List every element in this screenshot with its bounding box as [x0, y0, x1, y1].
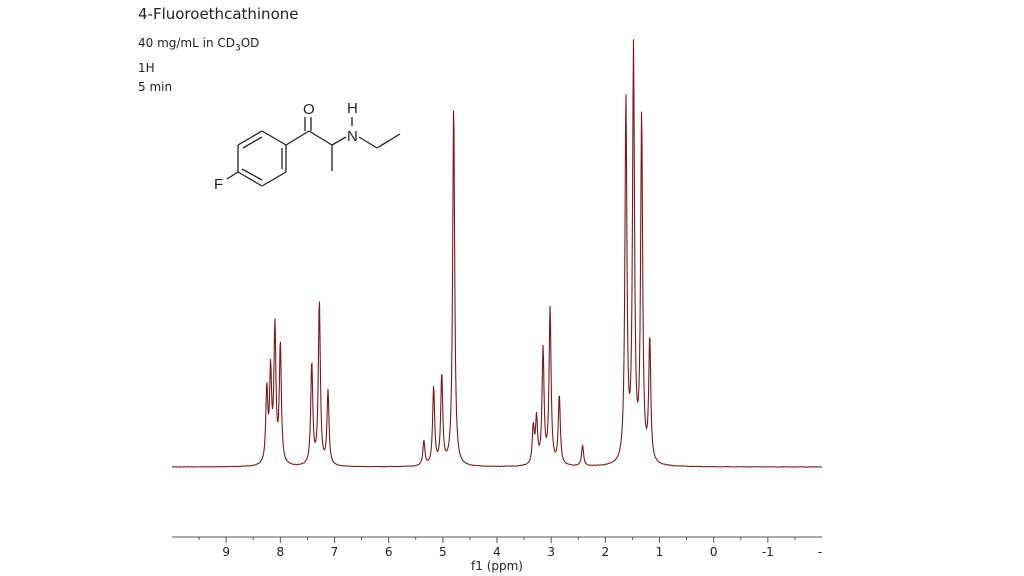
- ketone-carbon-bond: [285, 130, 310, 146]
- ring-double-bond: [241, 168, 263, 181]
- acquisition-time-label: 5 min: [138, 80, 173, 94]
- x-axis-label: f1 (ppm): [471, 559, 523, 573]
- concentration-text: 40 mg/mL in CD: [138, 36, 235, 50]
- concentration-subscript: 3: [235, 43, 241, 54]
- ethyl-bond: [358, 136, 378, 149]
- x-tick-label: 7: [331, 545, 339, 559]
- ethyl-bond: [376, 133, 401, 149]
- ring-bond: [261, 171, 287, 187]
- nucleus-label: 1H: [138, 61, 155, 75]
- x-tick-label: -: [818, 545, 822, 559]
- spectrum-trace: [171, 39, 823, 468]
- atom-label-oxygen: O: [303, 101, 315, 118]
- ring-bond: [237, 171, 263, 187]
- molecule-structure: [226, 117, 401, 187]
- x-tick-label: 6: [385, 545, 393, 559]
- alpha-carbon-bond: [308, 130, 333, 146]
- x-tick-label: 0: [710, 545, 718, 559]
- x-tick-label: 5: [439, 545, 447, 559]
- ring-bond: [237, 130, 263, 146]
- ring-bond: [261, 130, 287, 146]
- x-axis-ticks: 9 8 7 6 5 4 3 2 1 0 -1 -: [198, 537, 822, 559]
- molecule-atom-labels: O N H F: [214, 100, 358, 193]
- atom-label-fluorine: F: [214, 176, 223, 193]
- concentration-label: 40 mg/mL in CD3OD: [138, 36, 259, 53]
- amine-bond: [331, 136, 347, 146]
- x-tick-label: 8: [277, 545, 285, 559]
- x-tick-label: 2: [602, 545, 610, 559]
- ring-double-bond: [242, 136, 263, 149]
- x-tick-label: -1: [762, 545, 774, 559]
- concentration-suffix: OD: [240, 36, 260, 50]
- x-tick-label: 4: [493, 545, 501, 559]
- fluorine-bond: [226, 171, 239, 180]
- x-tick-label: 9: [222, 545, 230, 559]
- x-tick-label: 3: [547, 545, 555, 559]
- spectrum-title: 4-Fluoroethcathinone: [138, 5, 299, 23]
- x-tick-label: 1: [656, 545, 664, 559]
- atom-label-hydrogen: H: [347, 100, 358, 117]
- atom-label-nitrogen: N: [347, 128, 358, 145]
